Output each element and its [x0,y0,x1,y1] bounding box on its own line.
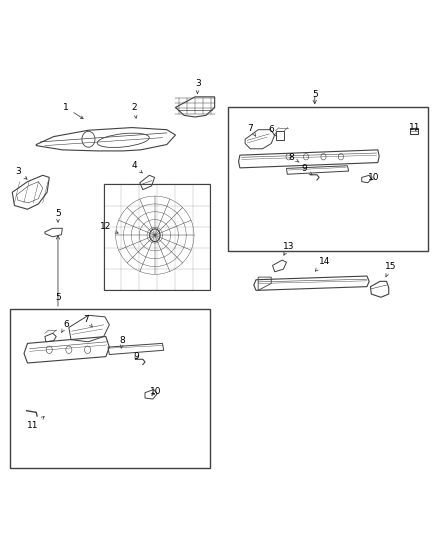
Bar [276,131,284,140]
Text: 8: 8 [120,336,125,348]
Bar [104,184,210,290]
Text: 11: 11 [409,123,420,132]
Text: 5: 5 [55,293,61,302]
Text: 5: 5 [312,90,318,99]
Text: 12: 12 [100,222,118,233]
Text: 5: 5 [55,209,61,222]
Text: 1: 1 [63,103,83,119]
Text: 9: 9 [301,164,312,175]
Text: 13: 13 [283,242,294,255]
Text: 4: 4 [131,161,142,173]
Text: 2: 2 [131,103,137,118]
Text: 6: 6 [62,320,69,332]
Text: 8: 8 [288,153,299,162]
Text: 10: 10 [368,173,379,182]
Text: 7: 7 [83,315,92,327]
Bar [410,127,418,134]
Text: 3: 3 [15,166,27,179]
Text: 11: 11 [27,417,44,430]
Text: 3: 3 [195,79,201,94]
Text: 15: 15 [385,262,397,277]
Bar [10,309,210,468]
Text: 14: 14 [315,257,330,271]
Text: 9: 9 [134,352,139,361]
Text: 7: 7 [247,124,256,136]
Text: 6: 6 [268,125,277,136]
Text: 10: 10 [150,386,162,395]
Bar [228,108,428,251]
